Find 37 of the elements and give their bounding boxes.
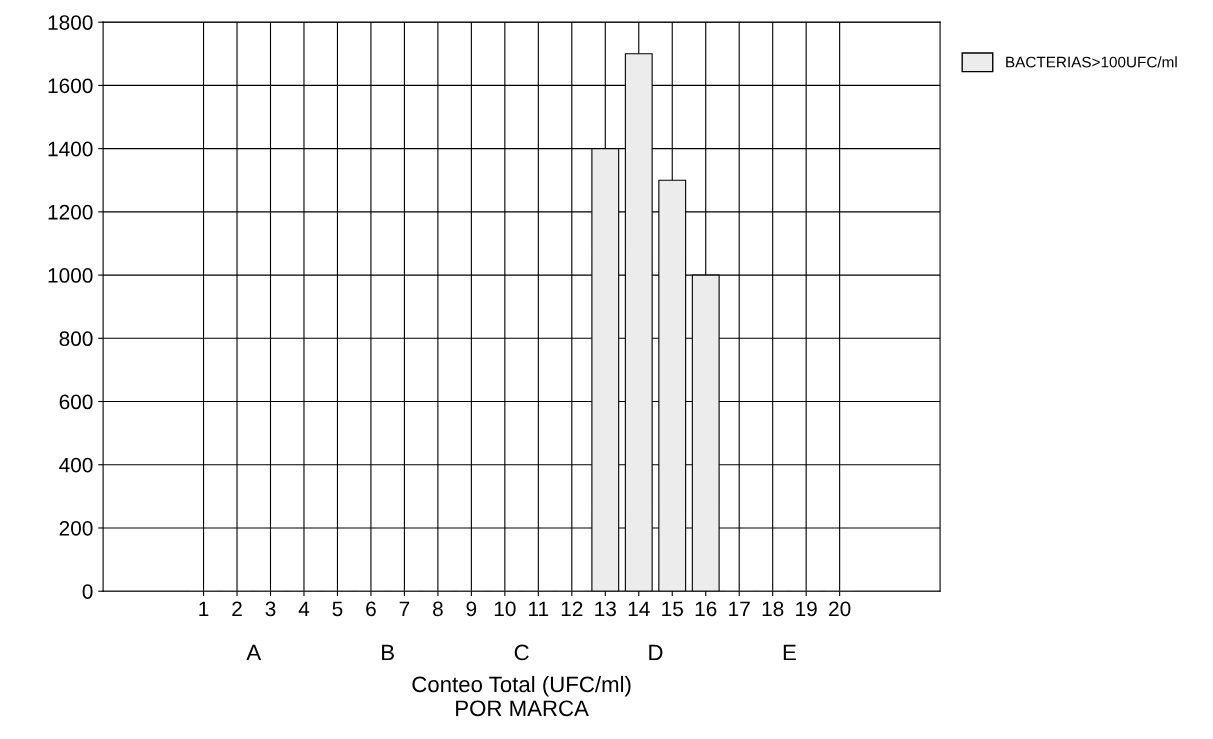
x-tick-label: 10 [494, 601, 516, 617]
text: A [246, 644, 262, 661]
text: E [783, 644, 796, 661]
y-tick-label: 400 [59, 457, 93, 473]
x-tick-label: 9 [466, 601, 477, 617]
x-tick-label: 7 [399, 601, 410, 617]
legend-label: BACTERIAS>100UFC/ml [1006, 56, 1177, 68]
y-tick-label: 600 [59, 394, 93, 410]
x-axis-title: Conteo Total (UFC/ml) POR MARCA [412, 675, 631, 717]
x-tick-label: 11 [529, 601, 549, 617]
x-tick-label: 19 [796, 601, 817, 617]
y-tick-label: 1000 [48, 268, 93, 283]
x-tick-label: 20 [829, 601, 851, 617]
y-tick-label: 1400 [48, 141, 93, 157]
y-tick-label: 0 [82, 584, 93, 599]
x-tick-label: 1 [199, 601, 209, 617]
x-tick-label: 2 [232, 601, 242, 617]
x-tick-label: 5 [332, 601, 343, 617]
y-tick-label: 1600 [48, 78, 93, 94]
x-tick-label: 15 [662, 601, 683, 617]
text: B [382, 644, 394, 661]
x-tick-label: 3 [265, 601, 276, 617]
y-tick-label: 1800 [48, 15, 93, 30]
x-tick-label: 13 [595, 601, 616, 617]
x-tick-label: 17 [729, 601, 750, 617]
text: D [649, 644, 663, 661]
x-tick-label: 12 [561, 601, 583, 617]
x-tick-label: 6 [366, 601, 376, 617]
x-tick-label: 4 [298, 601, 310, 617]
text: C [514, 644, 529, 661]
y-tick-label: 200 [59, 520, 93, 536]
y-tick-label: 800 [59, 331, 93, 347]
x-tick-label: 16 [695, 601, 717, 617]
y-tick-label: 1200 [48, 204, 93, 220]
x-tick-label: 14 [628, 601, 650, 617]
x-tick-label: 8 [433, 601, 443, 617]
x-tick-label: 18 [762, 601, 784, 617]
